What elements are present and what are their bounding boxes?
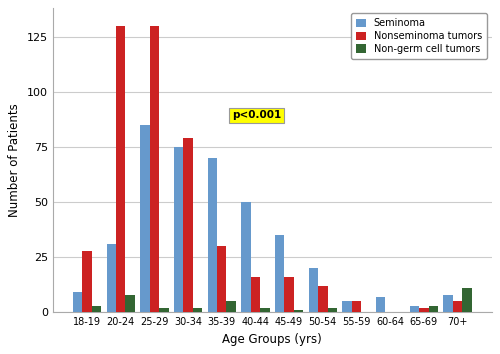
Y-axis label: Number of Patients: Number of Patients	[8, 103, 22, 217]
Bar	[217, 246, 226, 312]
Bar	[308, 268, 318, 312]
Bar	[419, 308, 428, 312]
Bar	[159, 308, 168, 312]
Bar	[410, 306, 419, 312]
Bar	[174, 147, 184, 312]
Legend: Seminoma, Nonseminoma tumors, Non-germ cell tumors: Seminoma, Nonseminoma tumors, Non-germ c…	[352, 13, 487, 59]
Bar	[126, 295, 135, 312]
Bar	[116, 26, 126, 312]
Bar	[184, 138, 193, 312]
Bar	[250, 277, 260, 312]
Bar	[208, 158, 217, 312]
Bar	[284, 277, 294, 312]
Bar	[328, 308, 337, 312]
Bar	[150, 26, 159, 312]
Bar	[226, 301, 236, 312]
Bar	[428, 306, 438, 312]
Bar	[106, 244, 116, 312]
Bar	[82, 251, 92, 312]
Bar	[140, 125, 149, 312]
Bar	[275, 235, 284, 312]
X-axis label: Age Groups (yrs): Age Groups (yrs)	[222, 333, 322, 346]
Bar	[453, 301, 462, 312]
Bar	[444, 295, 453, 312]
Bar	[376, 297, 386, 312]
Bar	[462, 288, 471, 312]
Bar	[318, 286, 328, 312]
Bar	[193, 308, 202, 312]
Bar	[260, 308, 270, 312]
Bar	[242, 202, 250, 312]
Bar	[294, 310, 304, 312]
Bar	[73, 292, 83, 312]
Bar	[342, 301, 352, 312]
Text: p<0.001: p<0.001	[232, 110, 281, 120]
Bar	[352, 301, 361, 312]
Bar	[92, 306, 101, 312]
